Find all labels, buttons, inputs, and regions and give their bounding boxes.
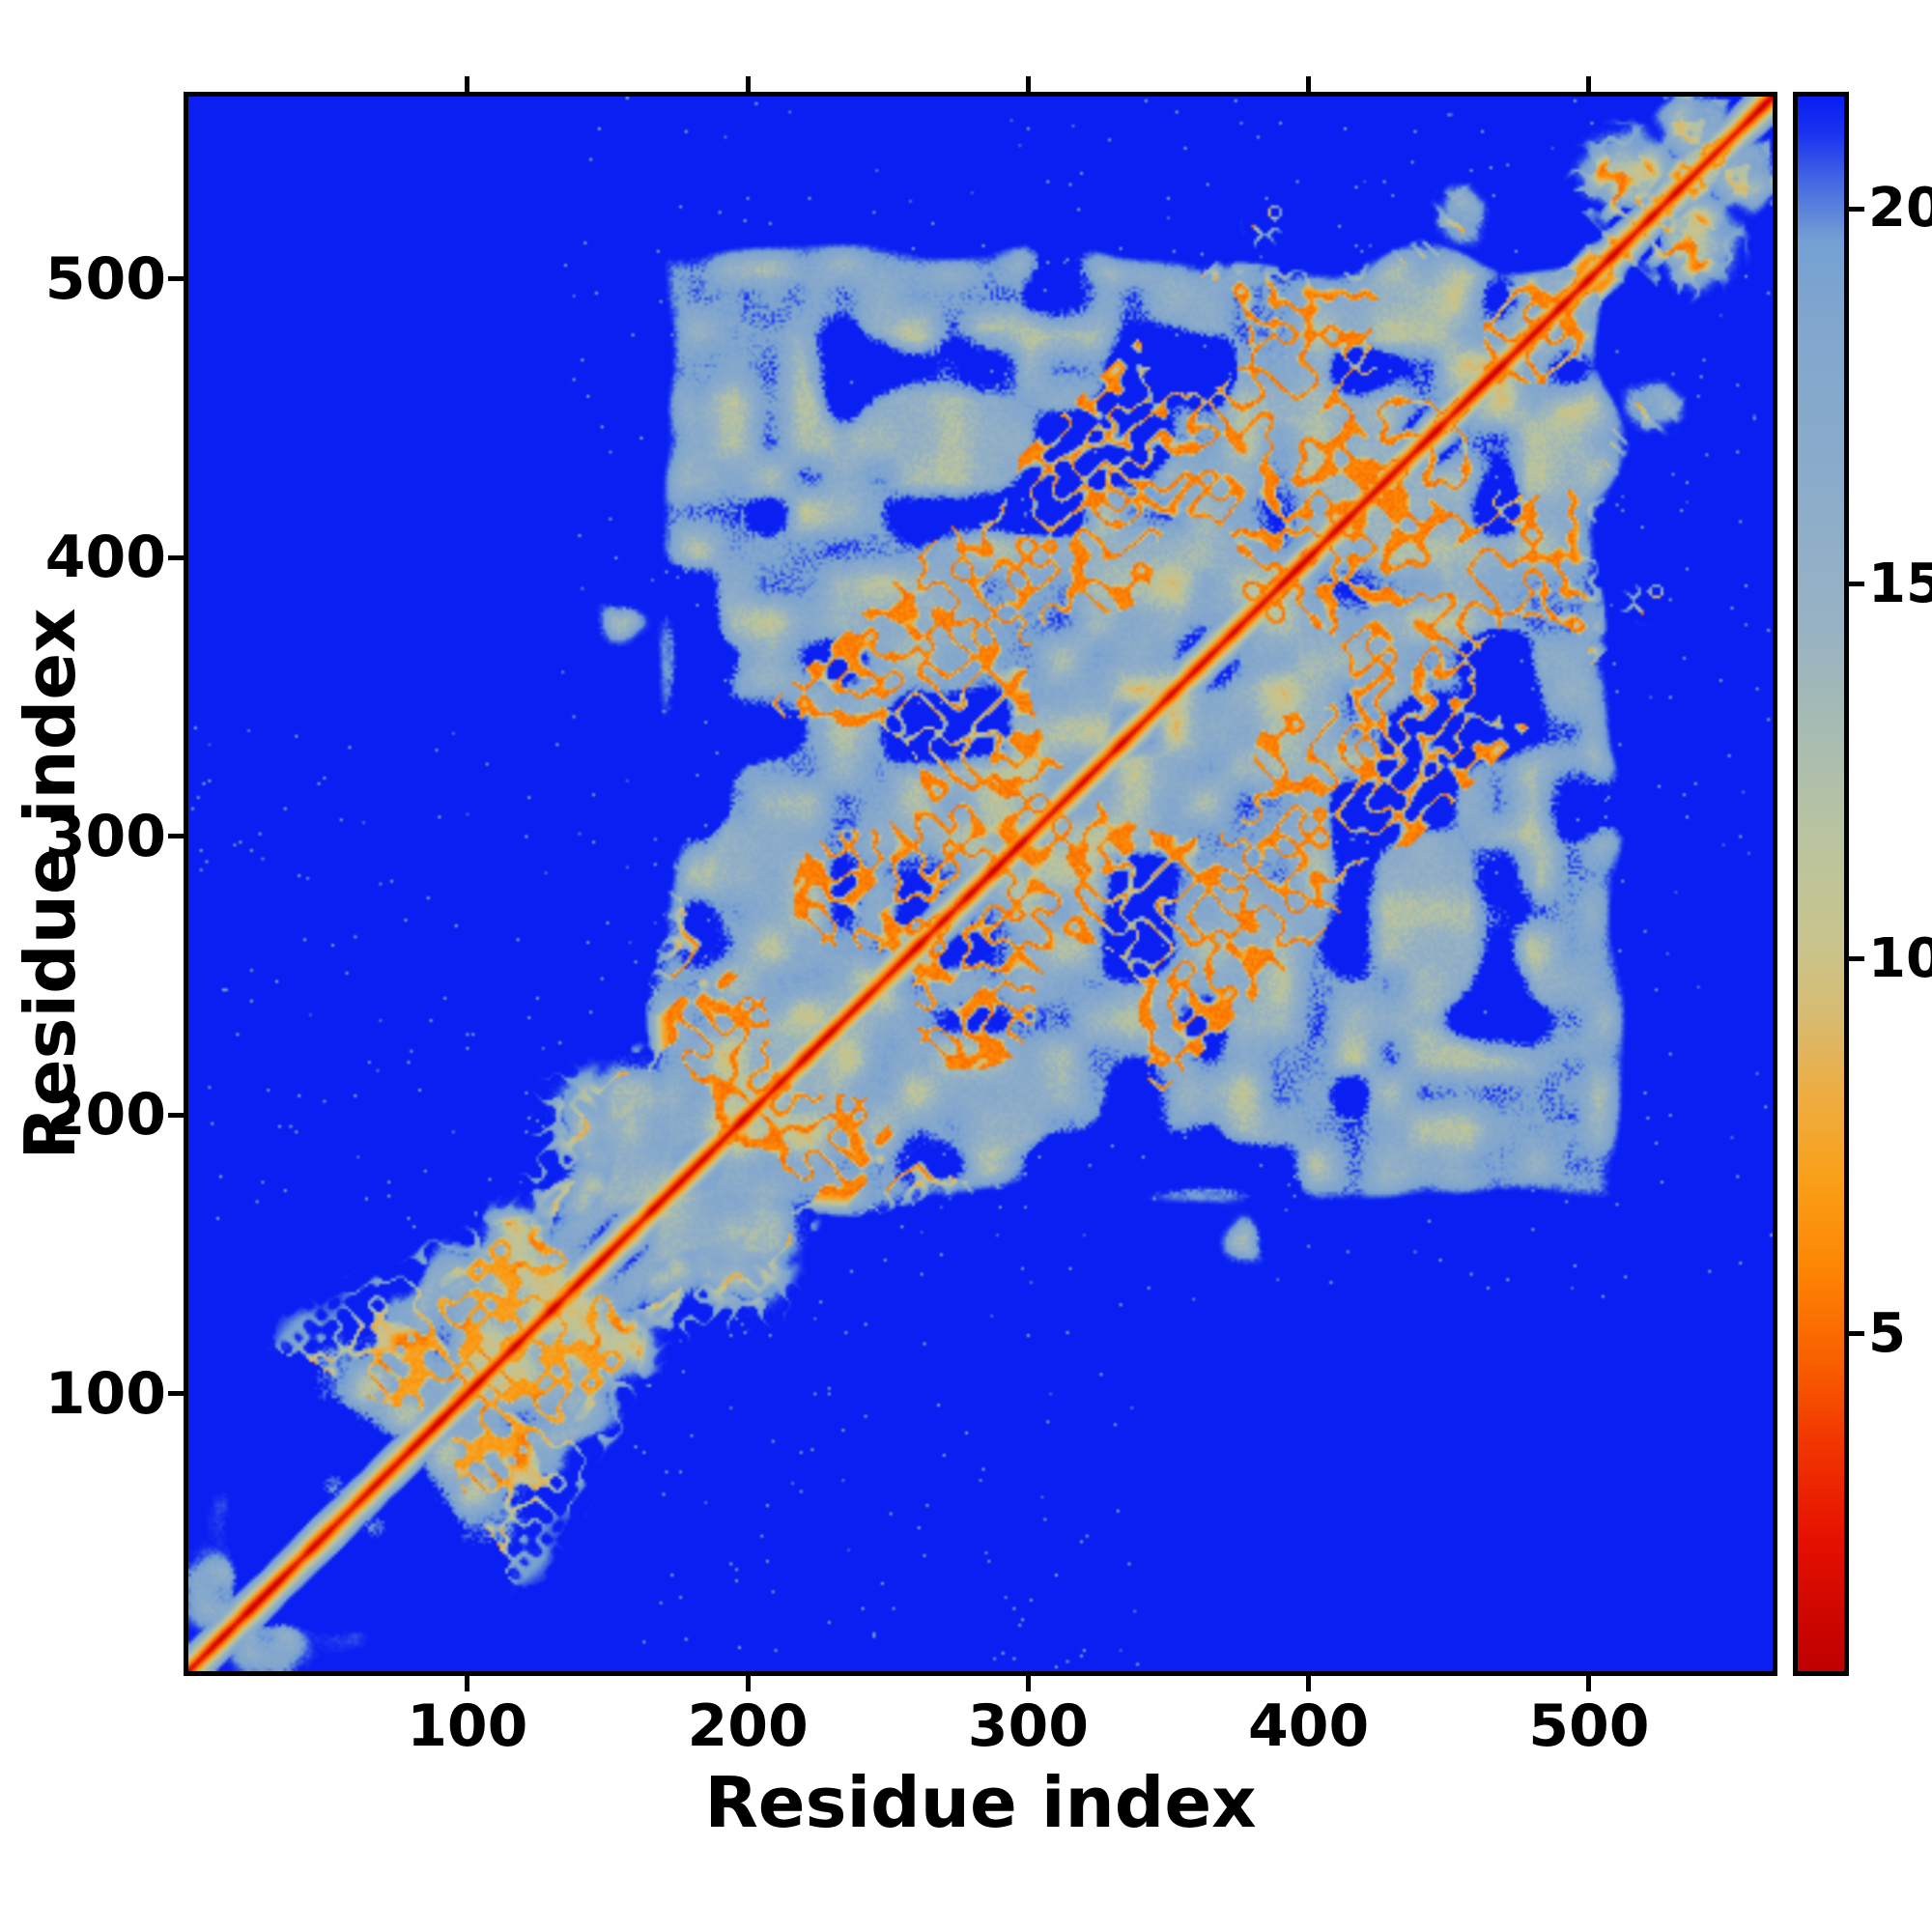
y-tick-label: 300 xyxy=(44,802,166,870)
colorbar-tick-label: 10 xyxy=(1868,926,1932,990)
x-tick-label: 400 xyxy=(1247,1692,1370,1760)
y-tick-label: 500 xyxy=(44,244,166,313)
x-axis-top-tick xyxy=(465,76,470,92)
y-axis-tick xyxy=(168,276,184,282)
heatmap-canvas xyxy=(188,97,1773,1671)
x-axis-tick xyxy=(465,1676,470,1691)
x-tick-label: 200 xyxy=(687,1692,809,1760)
x-axis-top-tick xyxy=(745,76,751,92)
x-tick-label: 300 xyxy=(967,1692,1089,1760)
colorbar-tick-label: 15 xyxy=(1868,552,1932,615)
colorbar-tick xyxy=(1849,1331,1864,1337)
x-axis-top-tick xyxy=(1025,76,1031,92)
y-axis-label: Residue index xyxy=(10,608,91,1160)
y-tick-label: 100 xyxy=(44,1359,166,1428)
colorbar-tick xyxy=(1849,206,1864,212)
x-axis-tick xyxy=(1586,1676,1592,1691)
x-axis-tick xyxy=(1306,1676,1312,1691)
colorbar xyxy=(1793,92,1849,1676)
y-axis-tick xyxy=(168,1112,184,1118)
heatmap-plot xyxy=(184,92,1777,1676)
x-axis-tick xyxy=(1025,1676,1031,1691)
colorbar-tick xyxy=(1849,582,1864,587)
y-tick-label: 200 xyxy=(44,1081,166,1150)
colorbar-tick-label: 20 xyxy=(1868,177,1932,241)
y-axis-tick xyxy=(168,834,184,839)
y-axis-tick xyxy=(168,554,184,560)
x-tick-label: 500 xyxy=(1528,1692,1650,1760)
x-axis-top-tick xyxy=(1306,76,1312,92)
y-axis-tick xyxy=(168,1391,184,1397)
colorbar-tick xyxy=(1849,956,1864,962)
x-tick-label: 100 xyxy=(407,1692,528,1760)
x-axis-tick xyxy=(745,1676,751,1691)
x-axis-top-tick xyxy=(1586,76,1592,92)
y-tick-label: 400 xyxy=(44,524,166,592)
colorbar-canvas xyxy=(1798,97,1844,1671)
colorbar-tick-label: 5 xyxy=(1868,1301,1906,1365)
x-axis-label: Residue index xyxy=(704,1762,1257,1843)
